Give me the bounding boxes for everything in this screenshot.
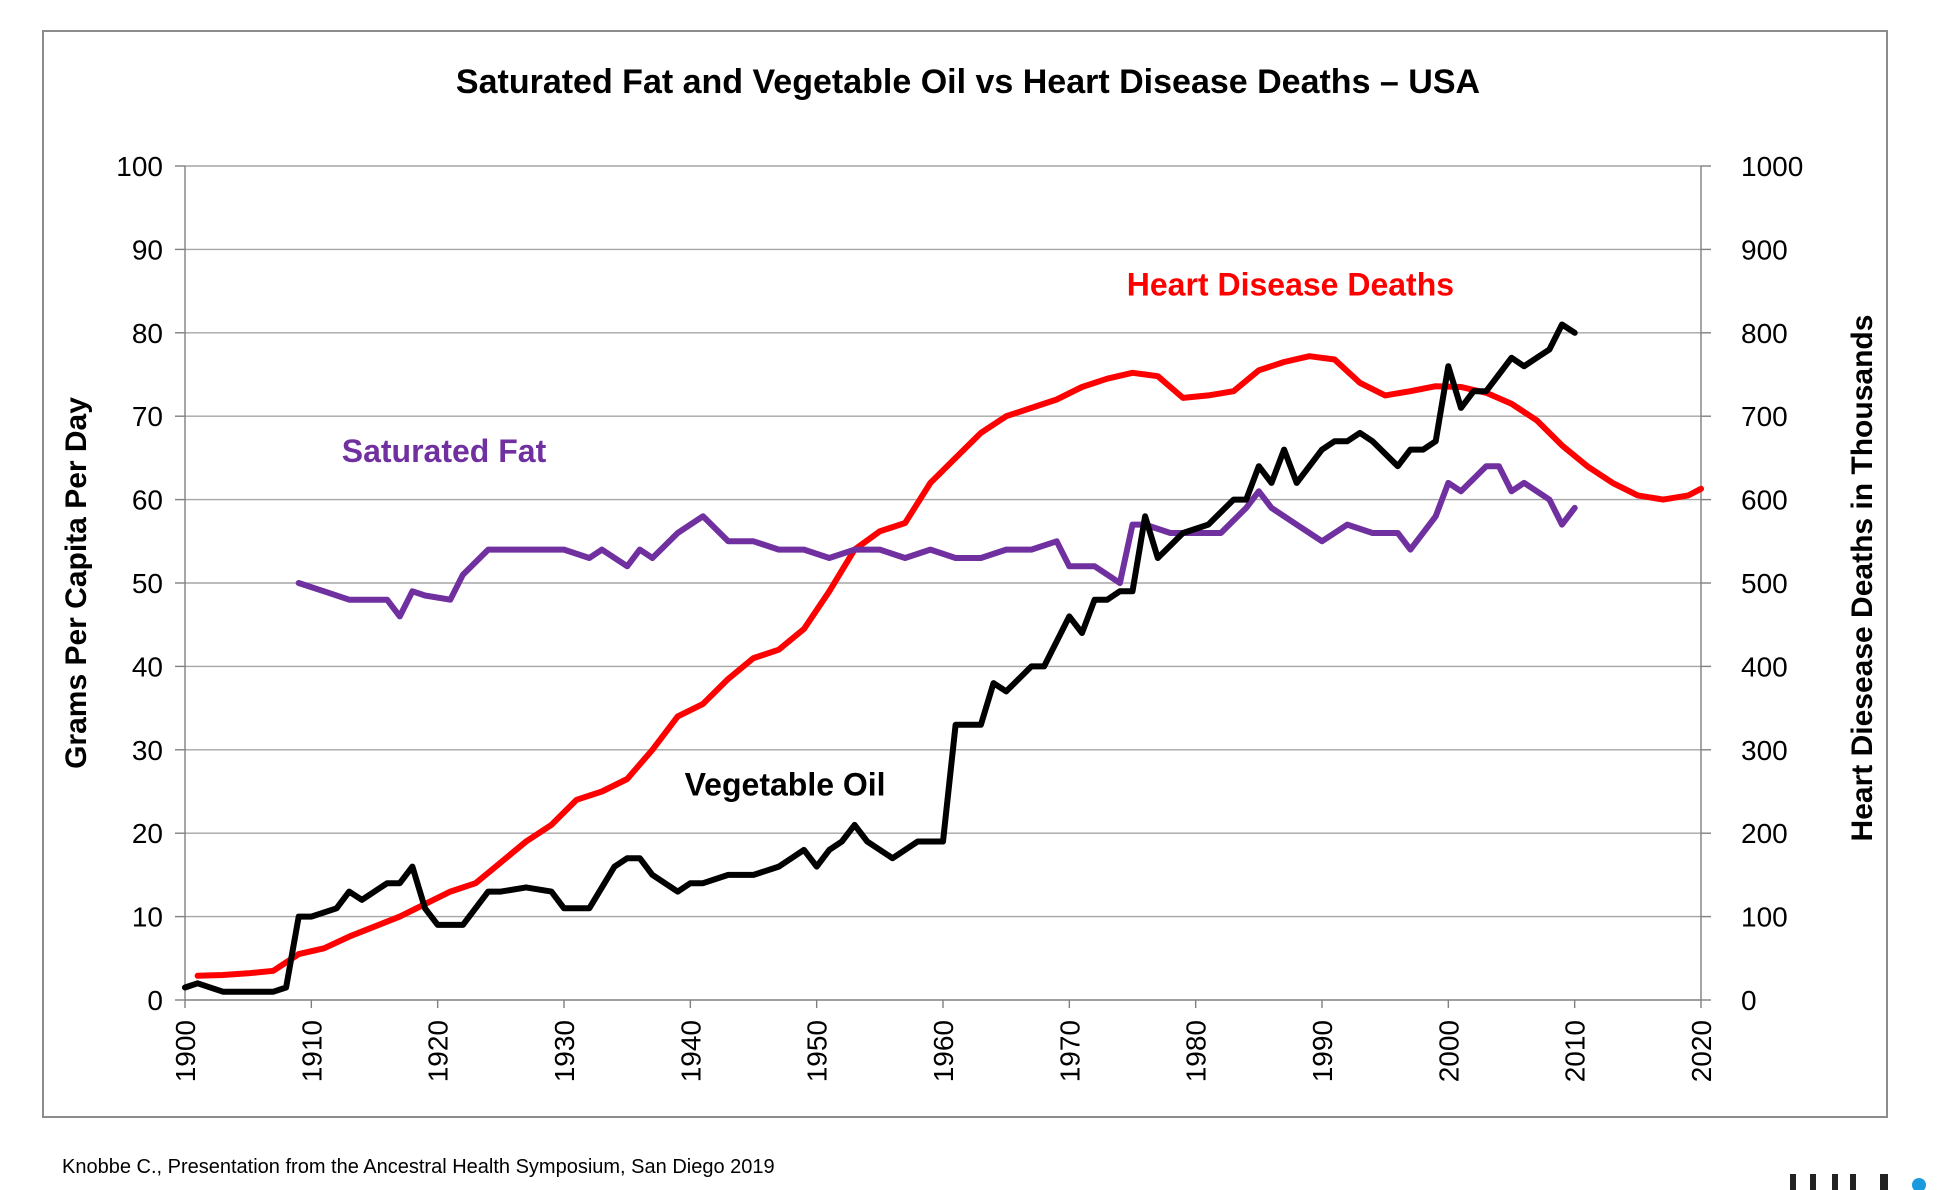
y2-tick-label-600: 600 xyxy=(1741,485,1788,516)
x-tick-label-1960: 1960 xyxy=(928,1020,959,1082)
y-tick-label-100: 100 xyxy=(116,151,163,182)
y2-tick-label-400: 400 xyxy=(1741,651,1788,682)
y-tick-label-70: 70 xyxy=(132,401,163,432)
x-tick-label-2020: 2020 xyxy=(1686,1020,1717,1082)
y-tick-label-0: 0 xyxy=(147,985,163,1016)
y2-axis-title: Heart Diesease Deaths in Thousands xyxy=(1846,315,1879,842)
x-tick-label-1980: 1980 xyxy=(1181,1020,1212,1082)
y-tick-label-80: 80 xyxy=(132,318,163,349)
saturated-fat-label: Saturated Fat xyxy=(342,433,547,469)
x-tick-label-2000: 2000 xyxy=(1433,1020,1464,1082)
heart-disease-deaths-line xyxy=(194,353,1704,979)
y-tick-label-30: 30 xyxy=(132,735,163,766)
y2-tick-label-1000: 1000 xyxy=(1741,151,1803,182)
heart-disease-deaths-label: Heart Disease Deaths xyxy=(1127,266,1454,302)
vegetable-oil-line xyxy=(182,321,1578,995)
x-tick-label-1990: 1990 xyxy=(1307,1020,1338,1082)
y2-tick-label-0: 0 xyxy=(1741,985,1757,1016)
x-tick-label-1930: 1930 xyxy=(549,1020,580,1082)
chart-frame xyxy=(42,30,1888,1118)
y-tick-label-90: 90 xyxy=(132,234,163,265)
y-tick-label-40: 40 xyxy=(132,651,163,682)
y2-tick-label-200: 200 xyxy=(1741,818,1788,849)
labels: Saturated Fat and Vegetable Oil vs Heart… xyxy=(60,63,1879,841)
vegetable-oil-label: Vegetable Oil xyxy=(685,767,886,803)
source-caption: Knobbe C., Presentation from the Ancestr… xyxy=(62,1156,775,1178)
y2-tick-label-700: 700 xyxy=(1741,401,1788,432)
axes: 0102030405060708090100010020030040050060… xyxy=(116,151,1803,1082)
y-tick-label-60: 60 xyxy=(132,485,163,516)
x-tick-label-1920: 1920 xyxy=(423,1020,454,1082)
y2-tick-label-500: 500 xyxy=(1741,568,1788,599)
y2-tick-label-900: 900 xyxy=(1741,234,1788,265)
y-tick-label-10: 10 xyxy=(132,902,163,933)
y-tick-label-20: 20 xyxy=(132,818,163,849)
x-tick-label-1910: 1910 xyxy=(296,1020,327,1082)
y2-tick-label-800: 800 xyxy=(1741,318,1788,349)
y-axis-title: Grams Per Capita Per Day xyxy=(60,397,93,769)
chart-title: Saturated Fat and Vegetable Oil vs Heart… xyxy=(456,63,1480,101)
saturated-fat-line xyxy=(295,463,1578,620)
logo-fragment xyxy=(1780,1172,1948,1190)
x-tick-label-2010: 2010 xyxy=(1560,1020,1591,1082)
y2-tick-label-300: 300 xyxy=(1741,735,1788,766)
y2-tick-label-100: 100 xyxy=(1741,902,1788,933)
y-tick-label-50: 50 xyxy=(132,568,163,599)
x-tick-label-1970: 1970 xyxy=(1054,1020,1085,1082)
x-tick-label-1900: 1900 xyxy=(170,1020,201,1082)
series xyxy=(182,321,1704,995)
x-tick-label-1950: 1950 xyxy=(802,1020,833,1082)
x-tick-label-1940: 1940 xyxy=(675,1020,706,1082)
